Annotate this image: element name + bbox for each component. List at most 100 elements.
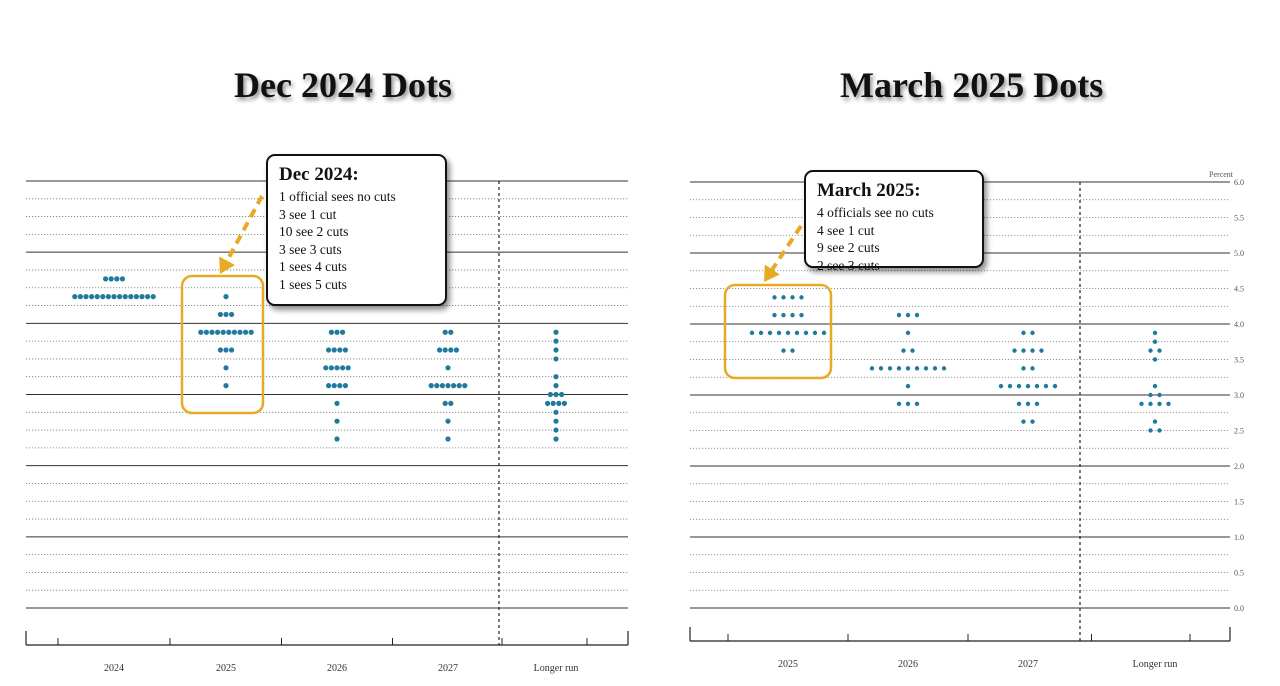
callout-arrowhead <box>219 256 236 274</box>
projection-dot <box>437 347 443 353</box>
x-tick-label: 2026 <box>327 663 347 674</box>
projection-dot <box>445 383 451 389</box>
projection-dot <box>83 294 89 300</box>
projection-dot <box>932 366 938 371</box>
projection-dot <box>117 294 123 300</box>
projection-dot <box>1012 348 1017 353</box>
y-tick-label: 3.0 <box>1234 391 1244 400</box>
callout-heading: March 2025: <box>817 180 921 201</box>
projection-dot <box>111 294 117 300</box>
projection-dot <box>203 329 209 335</box>
projection-dot <box>1157 348 1162 353</box>
y-tick-label: 1.5 <box>1234 498 1244 507</box>
projection-dot <box>94 294 100 300</box>
projection-dot <box>334 329 340 335</box>
callout-arrowhead <box>764 264 780 282</box>
projection-dot <box>553 418 559 424</box>
x-tick-label: 2025 <box>778 659 798 670</box>
projection-dot <box>1034 401 1040 407</box>
projection-dot <box>767 330 773 336</box>
callout-heading: Dec 2024: <box>279 164 359 185</box>
projection-dot <box>448 329 454 335</box>
projection-dot <box>1007 383 1013 389</box>
projection-dot <box>781 295 786 300</box>
projection-dot <box>442 347 448 353</box>
projection-dot <box>231 329 237 335</box>
projection-dot <box>1052 383 1058 389</box>
y-axis-unit-label: Percent <box>1209 170 1234 179</box>
callout-line: 4 see 1 cut <box>817 222 875 238</box>
projection-dot <box>1021 330 1026 336</box>
projection-dot <box>905 383 911 389</box>
projection-dot <box>803 330 809 336</box>
projection-dot <box>1157 428 1162 433</box>
projection-dot <box>790 295 795 300</box>
projection-dot <box>910 348 915 353</box>
projection-dot <box>896 312 902 318</box>
projection-dot <box>821 330 827 336</box>
projection-dot <box>220 329 226 335</box>
projection-dot <box>1152 357 1158 362</box>
projection-dot <box>198 329 204 335</box>
projection-dot <box>119 276 125 282</box>
callout-line: 1 sees 5 cuts <box>279 276 347 292</box>
projection-dot <box>1025 401 1031 407</box>
projection-dot <box>553 383 559 389</box>
projection-dot <box>223 311 229 318</box>
projection-dot <box>545 400 551 406</box>
projection-dot <box>896 366 902 371</box>
x-tick-label: 2025 <box>216 663 236 674</box>
dec-2024-callout-box: Dec 2024: 1 official sees no cuts 3 see … <box>266 154 447 306</box>
projection-dot <box>428 383 434 389</box>
projection-dot <box>1148 428 1153 433</box>
callout-line: 1 sees 4 cuts <box>279 259 347 274</box>
y-tick-label: 3.5 <box>1234 356 1244 365</box>
projection-dot <box>103 276 109 282</box>
projection-dot <box>337 383 343 389</box>
x-tick-label: 2024 <box>104 663 124 674</box>
projection-dot <box>334 365 340 371</box>
projection-dot <box>1016 401 1022 407</box>
projection-dot <box>1016 383 1022 389</box>
projection-dot <box>223 383 229 389</box>
left-panel-title: Dec 2024 Dots <box>234 65 452 105</box>
projection-dot <box>553 338 559 344</box>
projection-dot <box>1021 348 1026 353</box>
projection-dot <box>337 347 343 353</box>
projection-dot <box>1152 383 1158 389</box>
projection-dot <box>878 366 884 371</box>
projection-dot <box>217 311 223 318</box>
projection-dot <box>229 347 235 353</box>
projection-dot <box>905 366 911 371</box>
projection-dot <box>1152 419 1158 424</box>
projection-dot <box>89 294 95 300</box>
projection-dot <box>790 348 795 353</box>
projection-dot <box>114 276 120 282</box>
projection-dot <box>334 436 340 442</box>
projection-dot <box>1166 401 1171 407</box>
projection-dot <box>229 311 235 318</box>
projection-dot <box>345 365 351 371</box>
y-tick-label: 0.5 <box>1234 569 1244 578</box>
projection-dot <box>553 356 559 362</box>
projection-dot <box>445 436 451 442</box>
projection-dot <box>914 312 920 318</box>
projection-dot <box>1034 383 1040 389</box>
projection-dot <box>77 294 83 300</box>
projection-dot <box>1021 366 1026 371</box>
projection-dot <box>556 400 562 406</box>
projection-dot <box>887 366 893 371</box>
projection-dot <box>328 329 334 335</box>
projection-dot <box>749 330 755 336</box>
projection-dot <box>122 294 128 300</box>
projection-dot <box>923 366 929 371</box>
projection-dot <box>1152 330 1158 336</box>
projection-dot <box>790 312 795 318</box>
projection-dot <box>1030 419 1035 424</box>
projection-dot <box>145 294 151 300</box>
projection-dot <box>323 365 329 371</box>
callout-line: 2 see 3 cuts <box>817 257 880 273</box>
y-tick-label: 5.0 <box>1234 249 1244 258</box>
callout-line: 10 see 2 cuts <box>279 224 349 239</box>
projection-dot <box>215 329 221 335</box>
